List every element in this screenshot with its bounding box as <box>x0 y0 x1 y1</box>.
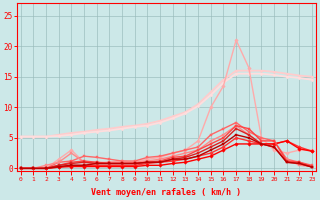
X-axis label: Vent moyen/en rafales ( km/h ): Vent moyen/en rafales ( km/h ) <box>92 188 241 197</box>
